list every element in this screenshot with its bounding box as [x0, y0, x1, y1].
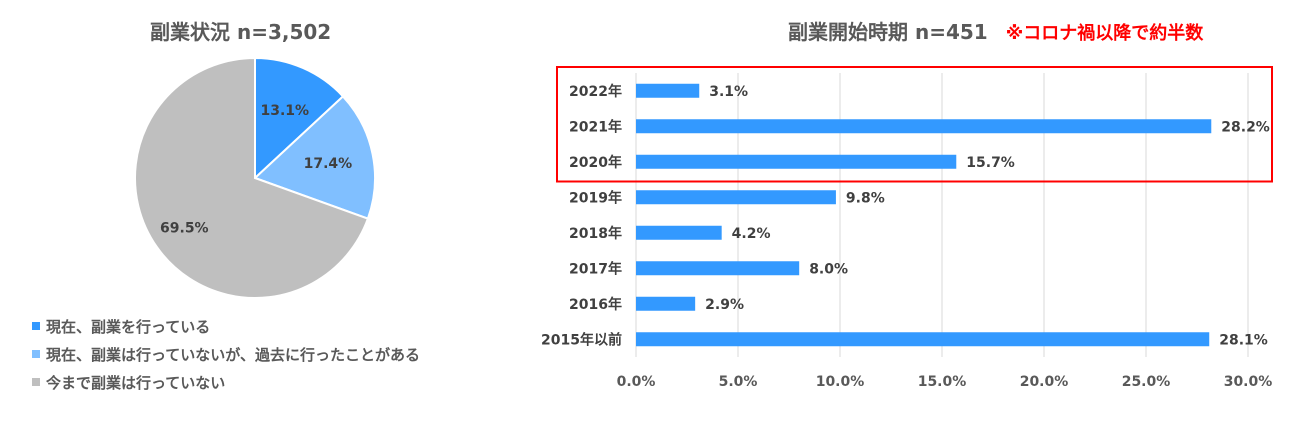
y-tick-label: 2021年 — [569, 118, 622, 135]
y-tick-label: 2020年 — [569, 154, 622, 171]
bar-value-label: 3.1% — [709, 84, 748, 100]
bar — [636, 261, 800, 276]
legend-label: 現在、副業は行っていないが、過去に行ったことがある — [46, 345, 420, 364]
bar — [636, 119, 1212, 134]
y-tick-label: 2017年 — [569, 260, 622, 277]
bar-value-label: 2.9% — [705, 297, 744, 313]
bar-value-label: 28.2% — [1221, 119, 1270, 135]
x-tick-label: 15.0% — [918, 374, 967, 390]
highlight-box — [556, 66, 1273, 183]
legend-swatch — [32, 378, 40, 386]
x-tick-label: 20.0% — [1020, 374, 1069, 390]
bar — [636, 83, 700, 98]
bar-chart-title: 副業開始時期 n=451 ※コロナ禍以降で約半数 — [788, 16, 1203, 45]
bar-chart-title-text: 副業開始時期 n=451 — [788, 20, 988, 44]
pie-chart: 13.1% 17.4% 69.5% — [134, 56, 376, 299]
bar-value-label: 8.0% — [809, 261, 848, 277]
bar — [636, 332, 1210, 347]
y-tick-label: 2018年 — [569, 225, 622, 242]
y-tick-label: 2015年以前 — [541, 331, 622, 348]
legend-label: 今まで副業は行っていない — [46, 373, 226, 392]
bar-value-label: 9.8% — [846, 190, 885, 206]
legend-item: 今まで副業は行っていない — [32, 368, 420, 396]
bar — [636, 154, 957, 169]
bar-value-label: 4.2% — [732, 226, 771, 242]
legend-item: 現在、副業は行っていないが、過去に行ったことがある — [32, 340, 420, 368]
y-tick-label: 2019年 — [569, 189, 622, 206]
pie-legend: 現在、副業を行っている現在、副業は行っていないが、過去に行ったことがある 今まで副… — [32, 312, 420, 396]
bar-chart: 0.0% 5.0% 10.0% 15.0% 20.0% 25.0% 30.0% 2022年 3.… — [541, 66, 1273, 390]
pie-slice-label: 69.5% — [160, 221, 209, 237]
bar-value-label: 28.1% — [1219, 332, 1268, 348]
pie-chart-title: 副業状況 n=3,502 — [150, 20, 332, 44]
pie-slice — [254, 56, 345, 181]
x-tick-label: 30.0% — [1224, 374, 1273, 390]
bar-value-label: 15.7% — [966, 155, 1015, 171]
legend-item: 現在、副業を行っている — [32, 312, 420, 340]
x-tick-label: 10.0% — [816, 374, 865, 390]
y-tick-label: 2016年 — [569, 296, 622, 313]
pie-slice-label: 13.1% — [260, 103, 309, 119]
x-tick-label: 5.0% — [719, 374, 758, 390]
pie-slice — [134, 56, 370, 299]
bar-chart-note: ※コロナ禍以降で約半数 — [1005, 23, 1204, 44]
x-tick-label: 0.0% — [617, 374, 656, 390]
bar-chart-panel: 副業開始時期 n=451 ※コロナ禍以降で約半数 0.0% 5.0% 10.0% 15.… — [520, 0, 1293, 435]
y-tick-label: 2022年 — [569, 83, 622, 100]
legend-label: 現在、副業を行っている — [46, 317, 211, 336]
pie-chart-panel: 副業状況 n=3,502 13.1% 17.4% 69.5% 現在、副業を行っている… — [0, 0, 520, 435]
bar — [636, 225, 722, 240]
legend-swatch — [32, 350, 40, 358]
x-tick-label: 25.0% — [1122, 374, 1171, 390]
pie-slice-label: 17.4% — [304, 156, 353, 172]
bar — [636, 190, 836, 205]
bar — [636, 296, 696, 311]
legend-swatch — [32, 322, 40, 330]
